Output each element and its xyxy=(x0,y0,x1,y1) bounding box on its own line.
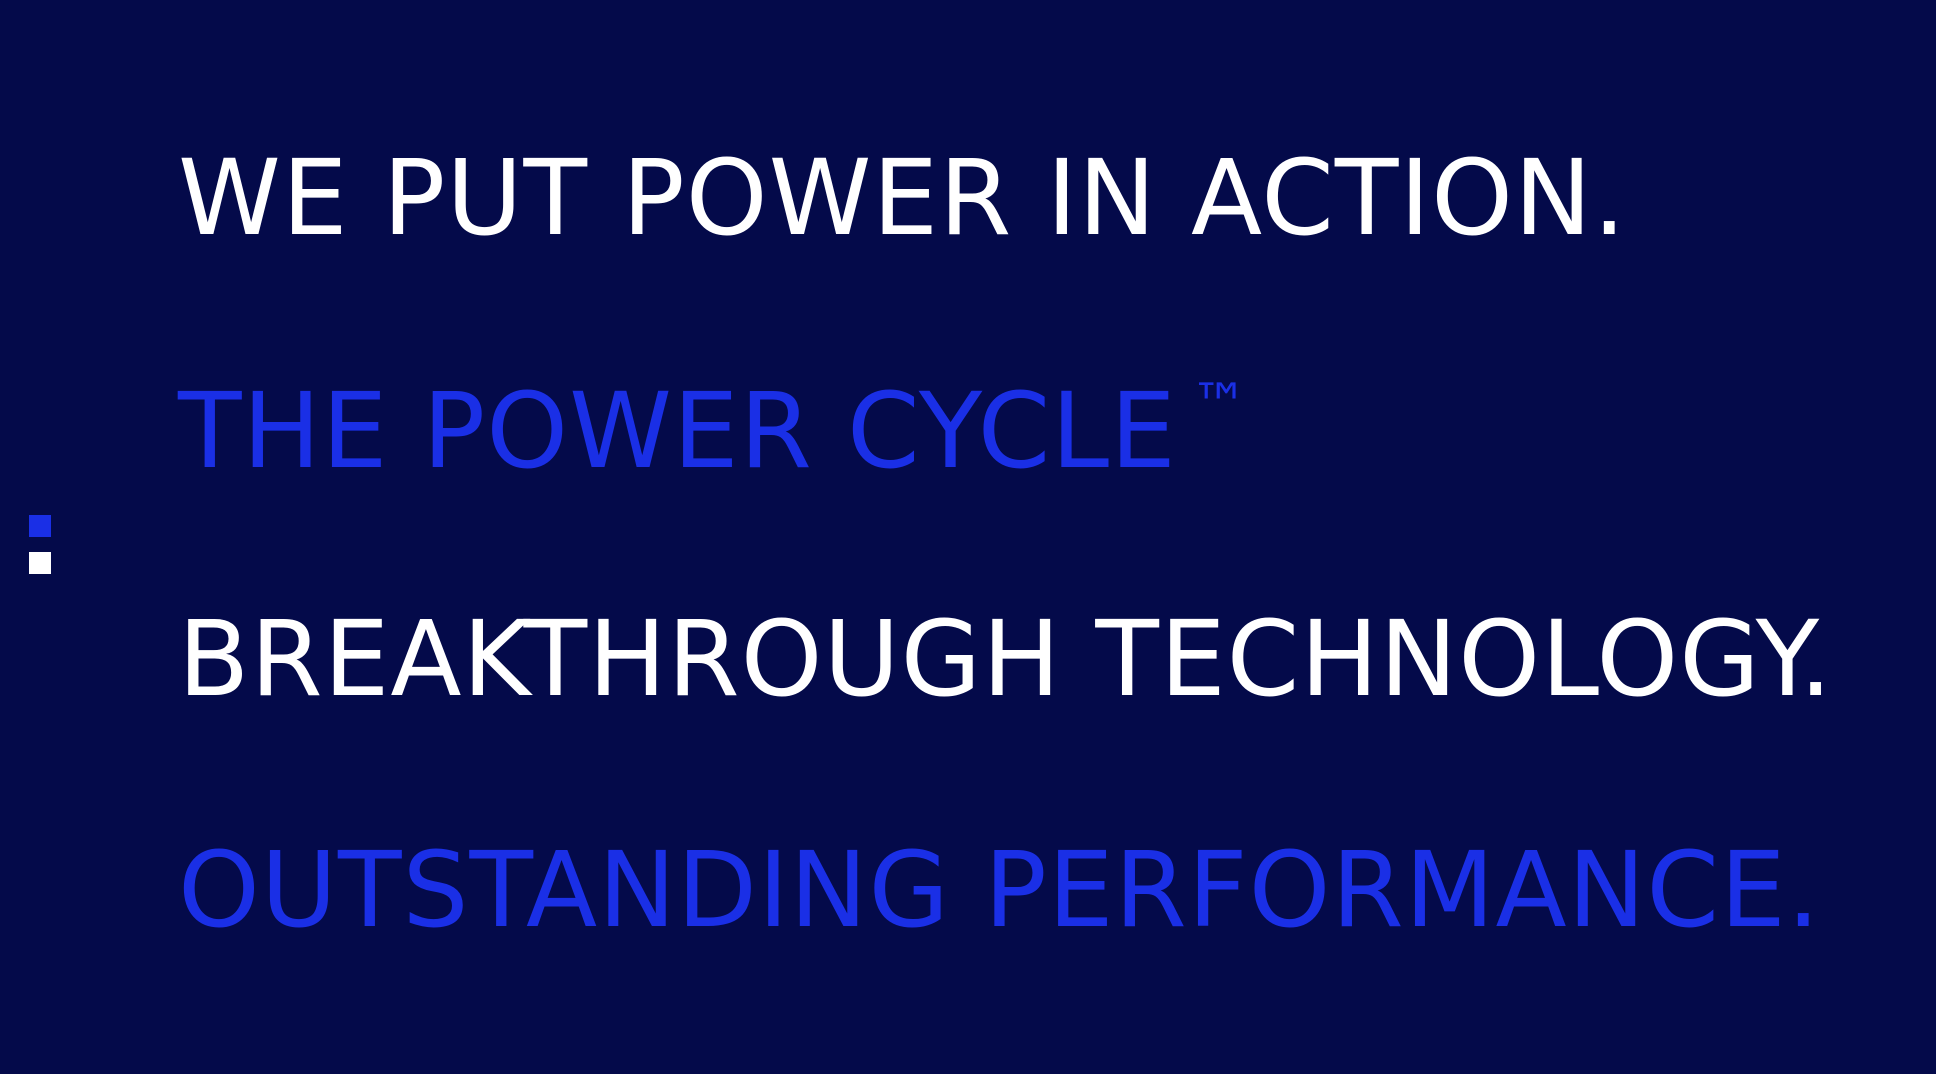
headline-line-4-text: OUTSTANDING PERFORMANCE. xyxy=(178,829,1821,951)
headline-line-4: OUTSTANDING PERFORMANCE. xyxy=(178,838,1821,942)
headline-line-2-text: THE POWER CYCLE xyxy=(178,369,1177,492)
headline-line-1: WE PUT POWER IN ACTION. xyxy=(178,146,1627,250)
headline-line-3: BREAKTHROUGH TECHNOLOGY. xyxy=(178,607,1833,711)
side-marker-bottom-square xyxy=(29,552,51,574)
headline-line-2: THE POWER CYCLE ™ xyxy=(178,376,1248,482)
trademark-symbol: ™ xyxy=(1190,372,1249,438)
side-marker-top-square xyxy=(29,515,51,537)
headline-line-3-text: BREAKTHROUGH TECHNOLOGY. xyxy=(178,598,1834,720)
headline-line-1-text: WE PUT POWER IN ACTION. xyxy=(178,137,1627,259)
